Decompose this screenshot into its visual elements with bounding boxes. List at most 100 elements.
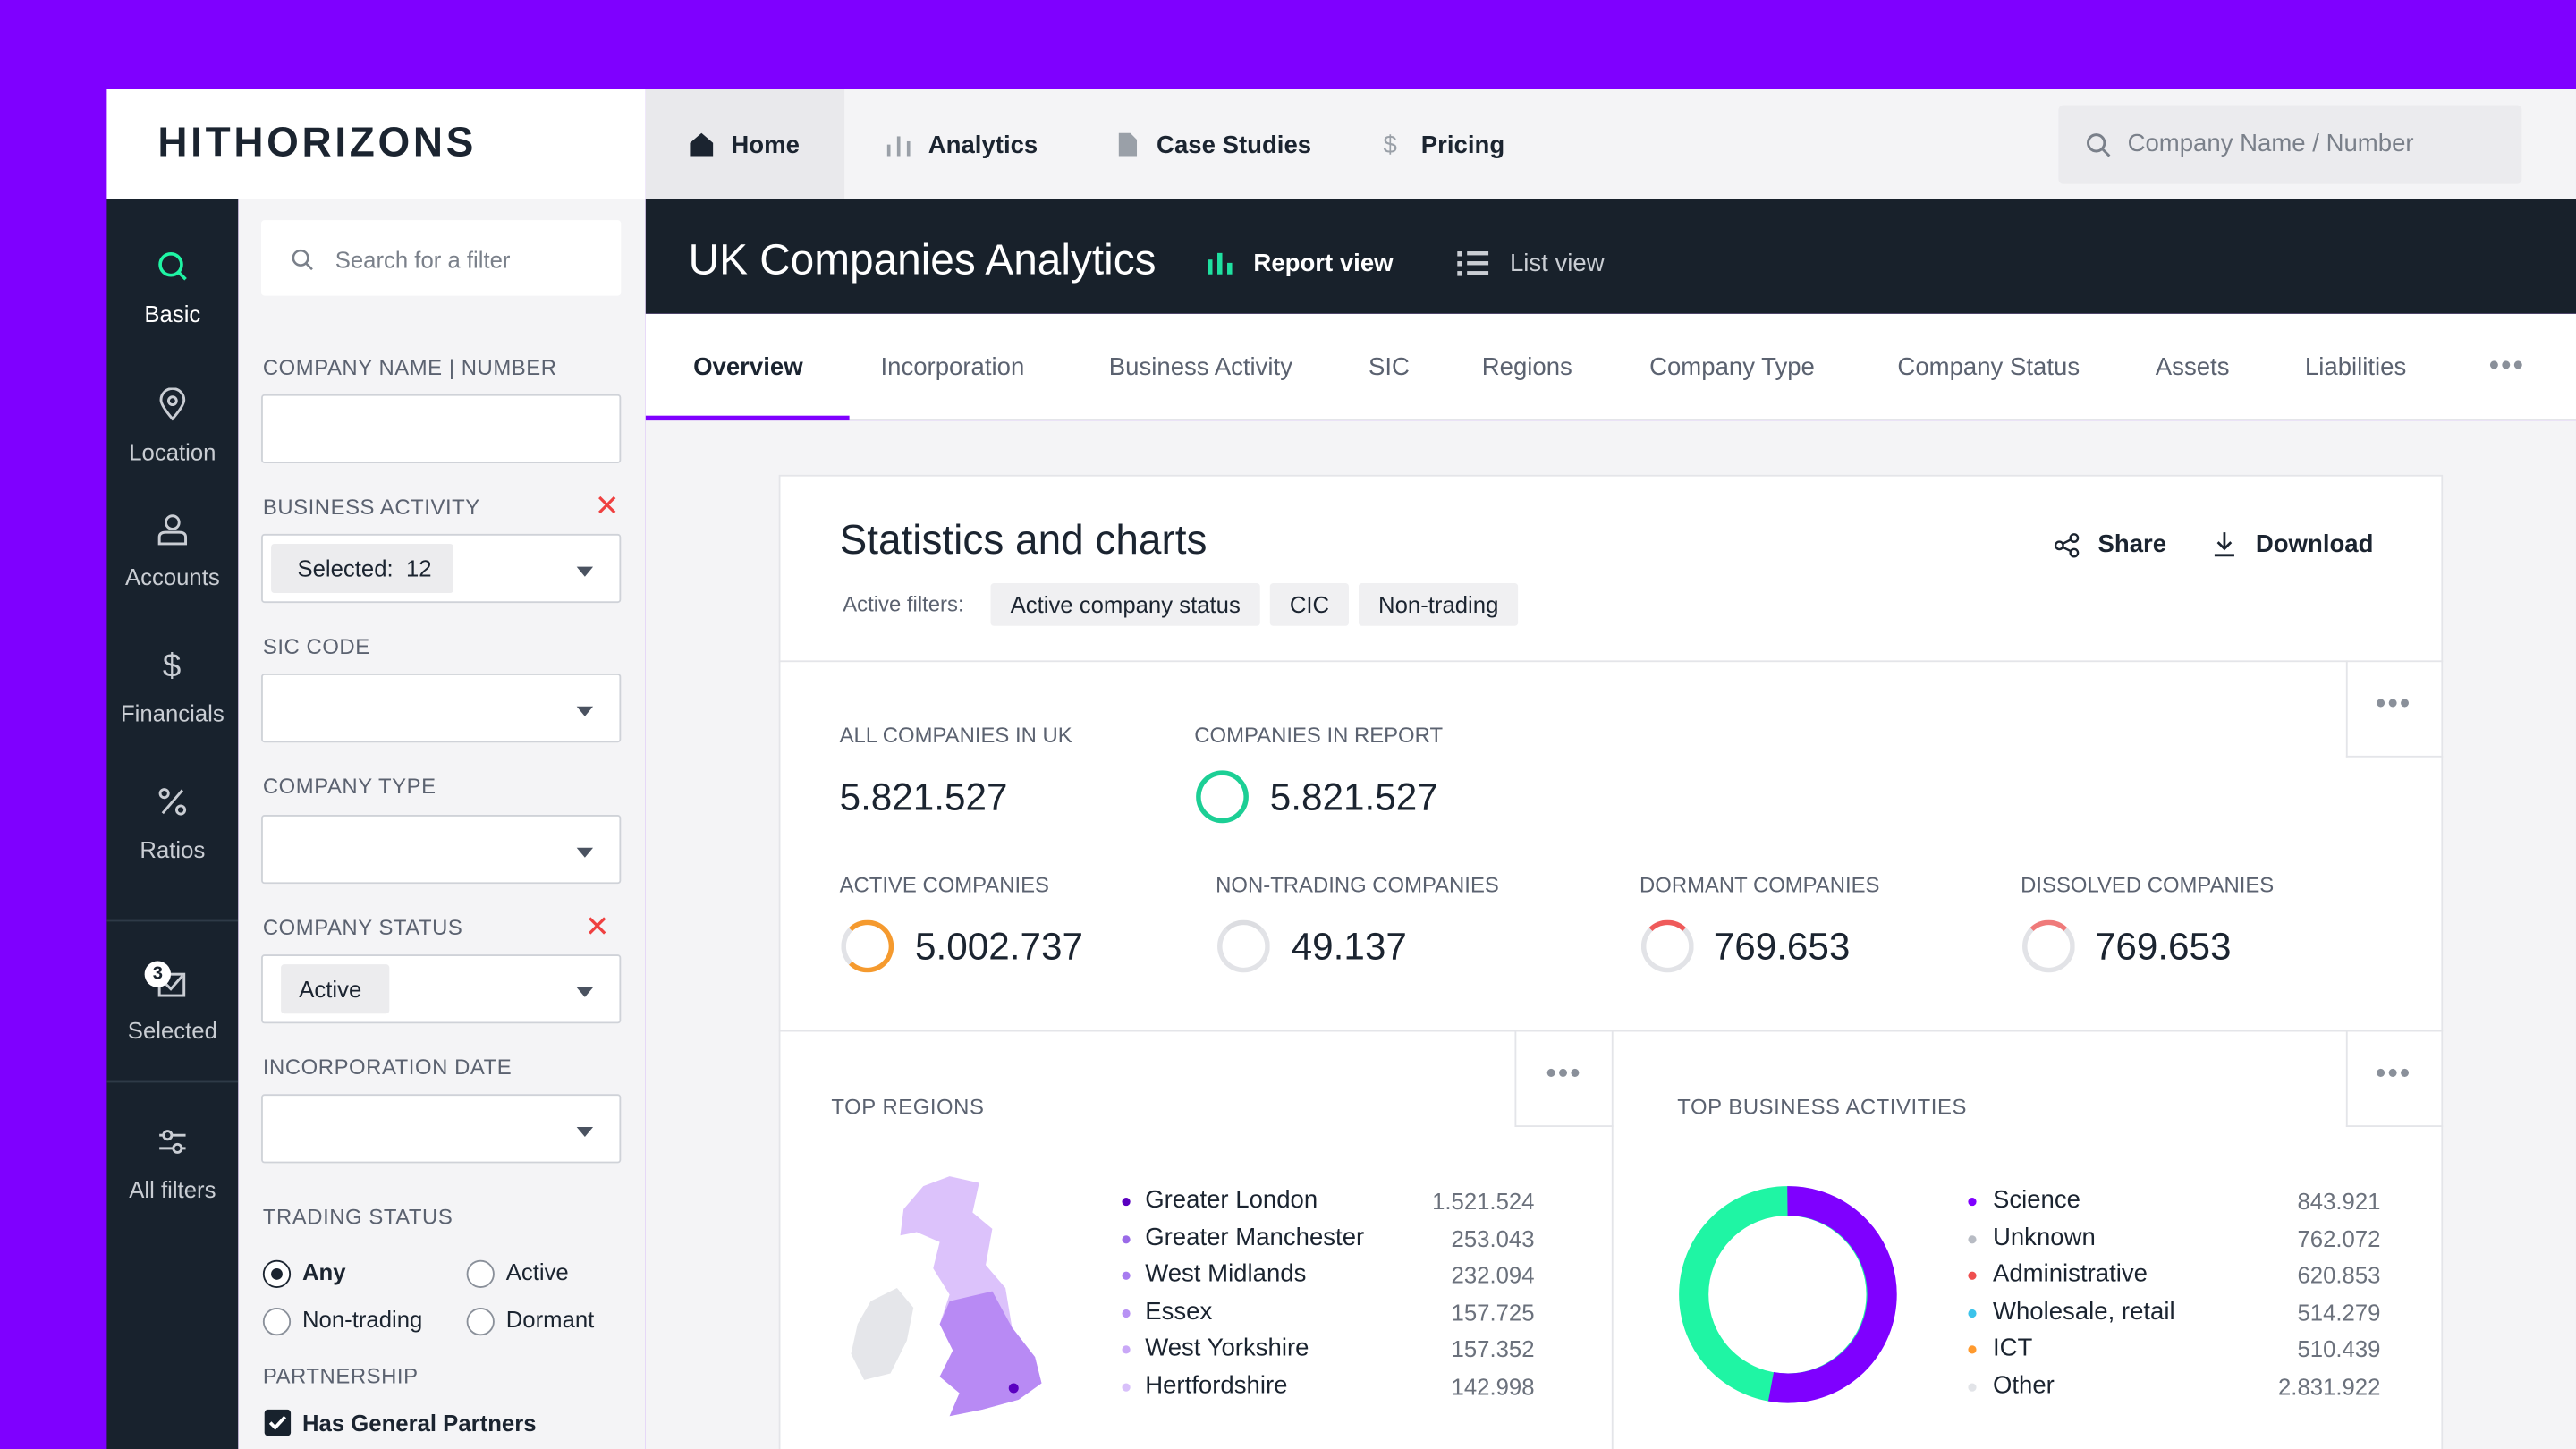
tab[interactable]: Regions [1481,352,1572,382]
nav-icon: $ [1378,131,1404,166]
sidebar-item[interactable]: Financials [120,699,225,726]
dropdown[interactable] [261,674,622,743]
logo[interactable]: HITHORIZONS [157,120,478,166]
sidebar-item[interactable]: Location [129,438,216,465]
menu-button[interactable]: ••• [2345,660,2444,758]
tab[interactable]: Company Status [1897,352,2080,382]
more-icon: ••• [2375,1056,2412,1089]
tab[interactable]: Company Type [1649,352,1815,382]
list-name: ICT [1992,1335,2033,1363]
sidebar-icon [156,1125,189,1166]
report-title: Statistics and charts [839,517,1208,564]
sidebar-item[interactable]: Ratios [140,835,206,863]
sidebar-icon: $ [156,648,189,691]
dropdown[interactable] [261,1094,622,1164]
dropdown[interactable] [261,815,622,885]
tab[interactable]: Overview [693,352,803,382]
chip-text: Active [299,976,362,1003]
share-button[interactable]: Share [2097,530,2167,559]
nav-icon [886,131,911,166]
dropdown-arrow [576,1126,594,1138]
radio-label: Dormant [505,1306,595,1333]
legend-dot [1967,1271,1976,1281]
sidebar-icon [156,785,189,826]
divider [778,1030,2444,1032]
list-value: 157.352 [1451,1335,1535,1363]
radio[interactable] [466,1308,495,1336]
clear-filter[interactable]: ✕ [594,489,620,523]
nav-icon [1114,131,1140,166]
list-name: Hertfordshire [1145,1371,1288,1400]
stat-ring [1217,919,1270,973]
stat-label: NON-TRADING COMPANIES [1216,872,1499,897]
radio-dot [270,1267,282,1279]
list-value: 514.279 [2297,1299,2381,1326]
radio[interactable] [262,1308,292,1336]
more-icon: ••• [1546,1056,1582,1089]
tab[interactable]: Incorporation [880,352,1025,382]
download-button[interactable]: Download [2255,530,2374,559]
dropdown-arrow [576,706,594,716]
view-toggle[interactable]: Report view [1253,250,1394,278]
menu-button[interactable]: ••• [1514,1030,1614,1127]
radio[interactable] [262,1259,292,1288]
menu-button[interactable]: ••• [2345,1030,2444,1127]
view-toggle[interactable]: List view [1509,250,1605,278]
text-input[interactable] [261,394,622,463]
radio-label: Active [505,1258,569,1285]
filter-search-placeholder: Search for a filter [335,246,511,273]
list-value: 232.094 [1451,1261,1535,1289]
list-name: Other [1992,1371,2055,1400]
sidebar-item[interactable]: Selected [127,1016,217,1044]
list-name: Science [1992,1186,2080,1215]
search-icon [292,249,313,271]
tab[interactable]: SIC [1368,352,1410,382]
more-tabs[interactable]: ••• [2488,348,2525,382]
nav-link[interactable]: Case Studies [1157,131,1312,160]
report-icon [1207,252,1233,275]
stat-ring [1640,919,1694,973]
tab[interactable]: Assets [2155,352,2230,382]
filter-chip[interactable]: CIC [1269,583,1350,626]
list-value: 762.072 [2297,1224,2381,1251]
page-title: UK Companies Analytics [688,234,1157,284]
title-bar [645,199,2576,314]
sidebar-item[interactable]: Basic [144,301,201,327]
sidebar-item[interactable]: All filters [129,1176,216,1203]
tab-bar [645,313,2576,421]
chip-count: 12 [405,555,432,582]
report-card [778,474,2444,1449]
radio-label: Non-trading [301,1306,423,1333]
checkbox[interactable] [264,1409,292,1436]
active-filters-label: Active filters: [843,591,964,616]
tab[interactable]: Liabilities [2304,352,2407,382]
filter-search[interactable] [261,220,622,296]
divider [106,1080,239,1083]
legend-dot [1121,1271,1130,1281]
nav-link[interactable]: Pricing [1420,131,1505,160]
list-value: 620.853 [2297,1261,2381,1289]
stat-ring [841,919,894,973]
chip [271,543,453,594]
radio[interactable] [466,1259,495,1288]
filter-chip[interactable]: Non-trading [1358,583,1519,626]
filter-label: COMPANY TYPE [262,774,436,799]
checkbox-label: Has General Partners [301,1409,537,1436]
clear-filter[interactable]: ✕ [584,910,610,944]
nav-link[interactable]: Home [731,131,800,160]
radio-label: Any [301,1258,346,1285]
filter-label: PARTNERSHIP [262,1363,419,1389]
sidebar-item[interactable]: Accounts [124,563,220,590]
nav-link[interactable]: Analytics [928,131,1038,160]
search-placeholder: Company Name / Number [2127,130,2414,158]
tab[interactable]: Business Activity [1108,352,1292,382]
stat-label: ALL COMPANIES IN UK [839,723,1072,748]
divider [1611,1030,1614,1449]
filter-chip[interactable]: Active company status [990,583,1260,626]
legend-dot [1121,1234,1130,1243]
company-search[interactable] [2058,105,2522,184]
stat-value: 49.137 [1291,925,1407,968]
list-name: Essex [1145,1297,1213,1326]
section-title: TOP BUSINESS ACTIVITIES [1677,1094,1967,1119]
